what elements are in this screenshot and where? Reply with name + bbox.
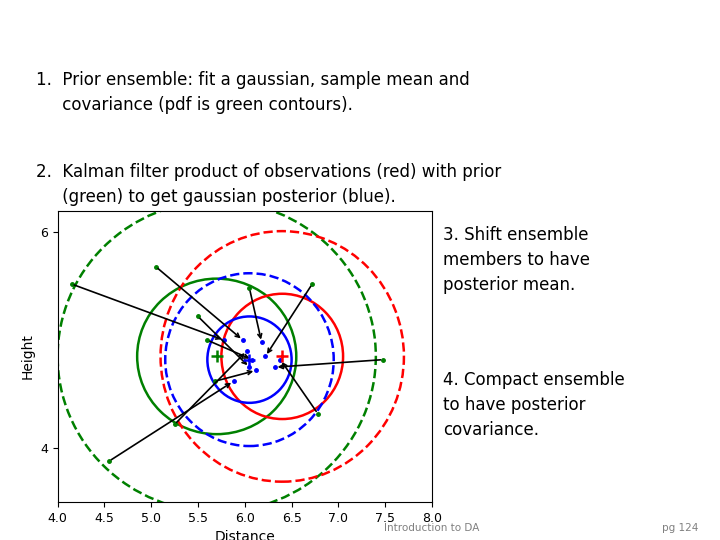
X-axis label: Distance: Distance [215, 530, 275, 540]
Text: pg 124: pg 124 [662, 523, 698, 533]
Text: 4. Compact ensemble
to have posterior
covariance.: 4. Compact ensemble to have posterior co… [443, 371, 624, 439]
Text: 1.  Prior ensemble: fit a gaussian, sample mean and
     covariance (pdf is gree: 1. Prior ensemble: fit a gaussian, sampl… [36, 71, 469, 114]
Text: 2.  Kalman filter product of observations (red) with prior
     (green) to get g: 2. Kalman filter product of observations… [36, 163, 501, 206]
Y-axis label: Height: Height [20, 334, 35, 379]
Text: Introduction to DA: Introduction to DA [384, 523, 480, 533]
Text: 3. Shift ensemble
members to have
posterior mean.: 3. Shift ensemble members to have poster… [443, 226, 590, 294]
Text: Methods: Ensemble Kalman Filter: Methods: Ensemble Kalman Filter [174, 18, 546, 38]
